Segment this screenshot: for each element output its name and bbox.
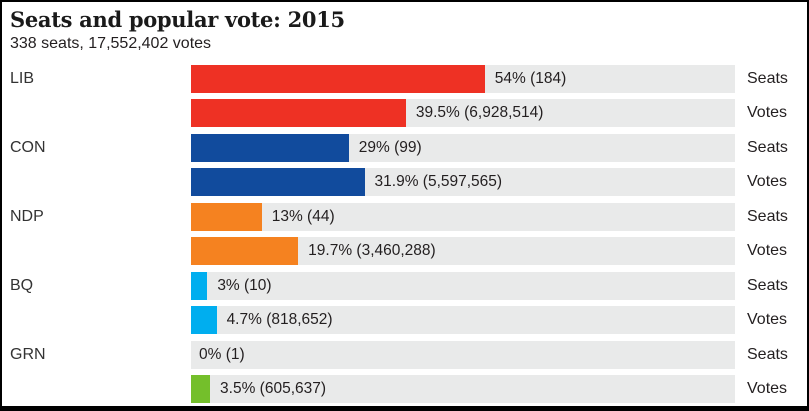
- votes-bar-row: 4.7% (818,652) Votes: [191, 306, 805, 335]
- seats-bar-row: 3% (10) Seats: [191, 272, 805, 301]
- votes-row-label: Votes: [747, 173, 788, 191]
- seats-bar: [191, 65, 485, 94]
- votes-bar-track: 3.5% (605,637): [191, 375, 735, 404]
- votes-bar-track: 19.7% (3,460,288): [191, 237, 735, 266]
- seats-value-label: 13% (44): [271, 208, 335, 226]
- party-group: LIB 54% (184) Seats 39.5% (6,928,514) Vo…: [10, 65, 807, 128]
- seats-row-label: Seats: [747, 208, 788, 226]
- seats-bar-row: 29% (99) Seats: [191, 134, 805, 163]
- party-group: GRN 0% (1) Seats 3.5% (605,637) Votes: [10, 341, 807, 404]
- votes-bar: [191, 306, 217, 335]
- chart-subtitle: 338 seats, 17,552,402 votes: [10, 35, 212, 53]
- seats-bar-row: 0% (1) Seats: [191, 341, 805, 370]
- votes-row-label: Votes: [747, 242, 788, 260]
- votes-bar: [191, 237, 299, 266]
- bar-chart: LIB 54% (184) Seats 39.5% (6,928,514) Vo…: [10, 65, 807, 404]
- votes-value-label: 39.5% (6,928,514): [415, 104, 544, 122]
- votes-value-label: 4.7% (818,652): [226, 311, 333, 329]
- votes-value-label: 3.5% (605,637): [220, 380, 327, 398]
- seats-bar-track: 3% (10): [191, 272, 735, 301]
- party-abbr-label: LIB: [10, 70, 35, 88]
- votes-row-label: Votes: [747, 311, 788, 329]
- votes-bar-row: 31.9% (5,597,565) Votes: [191, 168, 805, 197]
- seats-bar: [191, 272, 208, 301]
- votes-bar-track: 31.9% (5,597,565): [191, 168, 735, 197]
- party-group: NDP 13% (44) Seats 19.7% (3,460,288) Vot…: [10, 203, 807, 266]
- seats-row-label: Seats: [747, 346, 788, 364]
- seats-bar-row: 54% (184) Seats: [191, 65, 805, 94]
- votes-row-label: Votes: [747, 104, 788, 122]
- seats-bar-track: 13% (44): [191, 203, 735, 232]
- party-abbr-label: BQ: [10, 277, 34, 295]
- votes-bar-track: 4.7% (818,652): [191, 306, 735, 335]
- seats-bar-track: 54% (184): [191, 65, 735, 94]
- votes-bar-row: 3.5% (605,637) Votes: [191, 375, 805, 404]
- seats-row-label: Seats: [747, 139, 788, 157]
- votes-bar-track: 39.5% (6,928,514): [191, 99, 735, 128]
- seats-value-label: 29% (99): [358, 139, 422, 157]
- seats-bar-track: 0% (1): [191, 341, 735, 370]
- seats-bar: [191, 203, 262, 232]
- seats-row-label: Seats: [747, 70, 788, 88]
- seats-bar-row: 13% (44) Seats: [191, 203, 805, 232]
- party-abbr-label: NDP: [10, 208, 44, 226]
- votes-bar: [191, 168, 365, 197]
- votes-row-label: Votes: [747, 380, 788, 398]
- votes-value-label: 31.9% (5,597,565): [374, 173, 503, 191]
- votes-value-label: 19.7% (3,460,288): [308, 242, 436, 260]
- chart-title: Seats and popular vote: 2015: [10, 7, 345, 32]
- party-group: BQ 3% (10) Seats 4.7% (818,652) Votes: [10, 272, 807, 335]
- party-group: CON 29% (99) Seats 31.9% (5,597,565) Vot…: [10, 134, 807, 197]
- party-abbr-label: GRN: [10, 346, 46, 364]
- seats-value-label: 0% (1): [199, 346, 245, 364]
- votes-bar: [191, 375, 211, 404]
- seats-value-label: 3% (10): [217, 277, 272, 295]
- seats-bar-track: 29% (99): [191, 134, 735, 163]
- seats-bar: [191, 134, 349, 163]
- party-abbr-label: CON: [10, 139, 46, 157]
- votes-bar-row: 39.5% (6,928,514) Votes: [191, 99, 805, 128]
- seats-row-label: Seats: [747, 277, 788, 295]
- votes-bar: [191, 99, 406, 128]
- seats-value-label: 54% (184): [494, 70, 567, 88]
- votes-bar-row: 19.7% (3,460,288) Votes: [191, 237, 805, 266]
